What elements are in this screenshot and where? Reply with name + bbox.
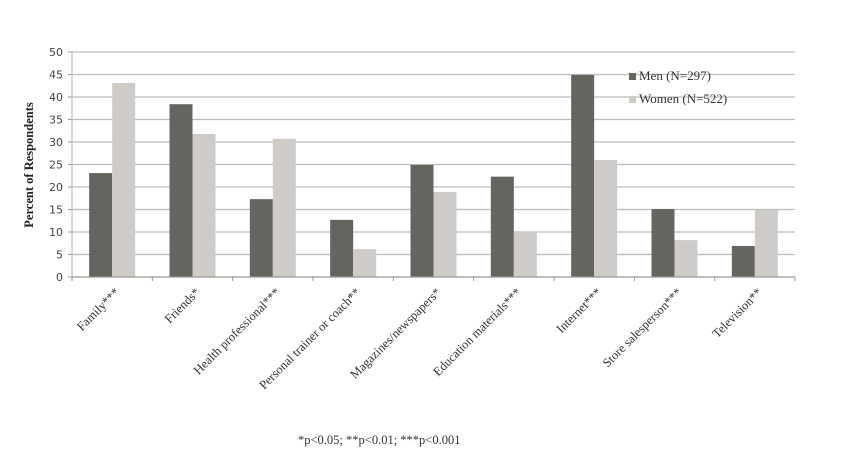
bar-men — [249, 199, 273, 277]
x-axis — [71, 276, 796, 281]
bar-women — [674, 240, 698, 277]
bar-women — [754, 209, 778, 277]
y-tick-label: 15 — [49, 204, 63, 217]
y-axis-ticks: 0 5 10 15 20 25 30 35 40 45 50 — [49, 46, 63, 284]
bar-women — [272, 138, 296, 277]
x-tick-label: Family*** — [74, 285, 122, 333]
y-tick-label: 10 — [49, 226, 63, 239]
x-tick-label: Magazines/newspapers* — [347, 285, 443, 381]
y-tick-label: 35 — [49, 114, 63, 127]
bar-men — [490, 176, 514, 277]
bar-men — [731, 245, 755, 277]
bar-women — [594, 160, 618, 277]
bar-women — [192, 133, 216, 277]
x-axis-labels: Family*** Friends*Health professional***P… — [74, 285, 765, 392]
legend-label: Women (N=522) — [639, 91, 727, 106]
legend: Men (N=297) Women (N=522) — [629, 68, 727, 106]
y-tick-label: 50 — [49, 46, 63, 59]
x-tick-label: Television** — [710, 285, 765, 340]
bar-men — [571, 74, 595, 277]
x-tick-label: Internet*** — [554, 285, 605, 336]
x-tick-label: Store salesperson*** — [600, 285, 685, 370]
y-tick-label: 5 — [56, 249, 63, 262]
bar-men — [651, 209, 675, 277]
y-tick-label: 45 — [49, 69, 63, 82]
bar-women — [433, 191, 457, 277]
y-tick-label: 0 — [56, 271, 63, 284]
bars — [89, 74, 778, 277]
bar-women — [513, 232, 537, 277]
x-tick-label: Education materials*** — [430, 285, 524, 379]
bar-women — [112, 83, 136, 277]
bar-men — [89, 173, 113, 277]
bar-women — [353, 249, 377, 277]
x-tick-label: Health professional*** — [191, 285, 283, 377]
bar-men — [169, 104, 193, 277]
y-tick-label: 30 — [49, 136, 63, 149]
x-tick-label: Friends* — [162, 285, 203, 326]
bar-men — [410, 164, 434, 277]
significance-footnote: *p<0.05; **p<0.01; ***p<0.001 — [298, 433, 461, 447]
bar-men — [330, 219, 354, 277]
y-tick-label: 20 — [49, 181, 63, 194]
y-tick-label: 40 — [49, 91, 63, 104]
y-axis-label: Percent of Respondents — [22, 102, 36, 228]
legend-label: Men (N=297) — [639, 68, 711, 83]
legend-swatch — [629, 96, 636, 103]
y-tick-label: 25 — [49, 159, 63, 172]
legend-swatch — [629, 73, 636, 80]
